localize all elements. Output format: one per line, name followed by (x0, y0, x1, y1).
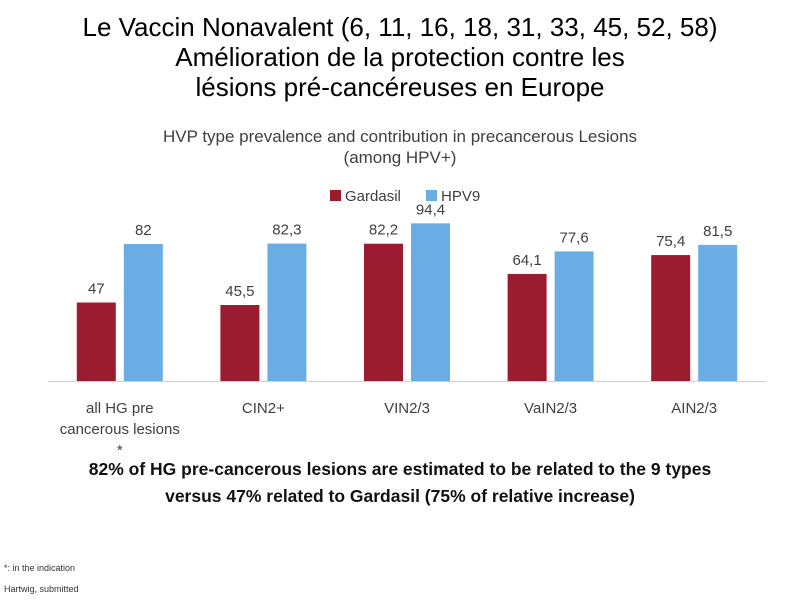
slide-title: Le Vaccin Nonavalent (6, 11, 16, 18, 31,… (0, 12, 800, 102)
chart-title: HVP type prevalence and contribution in … (0, 126, 800, 168)
data-label-hpv9-4: 81,5 (703, 223, 732, 240)
bar-gardasil-0 (76, 302, 116, 381)
category-label-0-line-2: * (117, 442, 123, 459)
data-label-hpv9-2: 94,4 (416, 201, 445, 218)
category-label-4-line-0: AIN2/3 (671, 400, 717, 417)
data-label-hpv9-1: 82,3 (272, 222, 301, 239)
data-label-hpv9-3: 77,6 (559, 229, 588, 246)
bar-gardasil-2 (364, 243, 403, 381)
category-label-1-line-0: CIN2+ (242, 400, 285, 417)
chart-title-line-1: HVP type prevalence and contribution in … (162, 127, 638, 146)
legend-swatch-gardasil (330, 190, 341, 201)
data-label-gardasil-2: 82,2 (369, 222, 398, 239)
bar-hpv9-4 (698, 244, 738, 381)
footnote: *: in the indication (4, 563, 76, 573)
chart-title-line-2: (among HPV+) (343, 148, 457, 167)
category-label-3-line-0: VaIN2/3 (524, 400, 577, 417)
slide-title-line-3: lésions pré-cancéreuses en Europe (195, 72, 605, 102)
bar-hpv9-1 (267, 243, 307, 381)
bar-hpv9-0 (123, 244, 163, 381)
source-note: Hartwig, submitted (4, 584, 79, 594)
slide-title-line-1: Le Vaccin Nonavalent (6, 11, 16, 18, 31,… (82, 12, 718, 42)
category-label-2-line-0: VIN2/3 (384, 400, 430, 417)
bar-gardasil-3 (507, 273, 547, 381)
bar-hpv9-2 (411, 223, 450, 381)
data-label-gardasil-3: 64,1 (512, 252, 541, 269)
data-label-gardasil-1: 45,5 (225, 283, 254, 300)
data-label-gardasil-0: 47 (88, 281, 105, 298)
bar-gardasil-4 (651, 255, 691, 381)
category-label-0-line-1: cancerous lesions (60, 421, 180, 438)
slide-title-line-2: Amélioration de la protection contre les (175, 42, 625, 72)
bar-gardasil-1 (220, 305, 260, 381)
conclusion-line-2: versus 47% related to Gardasil (75% of r… (165, 486, 635, 506)
legend-swatch-hpv9 (426, 190, 437, 201)
conclusion-line-1: 82% of HG pre-cancerous lesions are esti… (88, 459, 712, 479)
bar-hpv9-3 (554, 251, 594, 381)
data-label-gardasil-4: 75,4 (656, 233, 685, 250)
legend-label-gardasil: Gardasil (345, 188, 401, 205)
category-label-0-line-0: all HG pre (86, 400, 154, 417)
legend-label-hpv9: HPV9 (441, 188, 480, 205)
conclusion-text: 82% of HG pre-cancerous lesions are esti… (0, 456, 800, 510)
data-label-hpv9-0: 82 (135, 222, 152, 239)
